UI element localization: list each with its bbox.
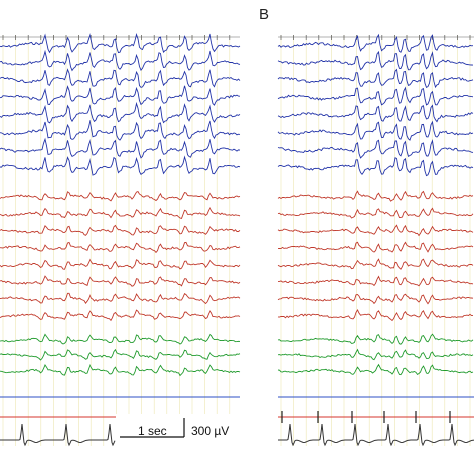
eeg-trace-blue: [0, 33, 241, 54]
eeg-trace-red: [277, 190, 474, 202]
eeg-trace-red: [277, 241, 474, 253]
eeg-trace-red: [0, 241, 241, 254]
eeg-trace-red: [0, 206, 241, 219]
panel-b: [277, 33, 474, 447]
eeg-trace-blue: [0, 137, 241, 159]
eeg-trace-blue: [277, 86, 474, 106]
scale-bar-time-label: 1 sec: [138, 424, 167, 438]
eeg-trace-blue: [277, 104, 474, 123]
eeg-trace-red: [0, 292, 241, 305]
eeg-trace-blue: [277, 120, 474, 141]
eeg-trace-blue: [0, 155, 241, 176]
scale-bar: [116, 414, 240, 446]
panel-b-label: B: [259, 6, 270, 23]
eeg-trace-red: [277, 293, 474, 305]
eeg-trace-green: [0, 348, 241, 361]
eeg-trace-green: [0, 333, 241, 345]
eeg-trace-green: [0, 363, 241, 377]
ecg-trace: [0, 424, 116, 447]
eeg-trace-blue: [0, 85, 241, 106]
panel-a: [0, 33, 241, 447]
eeg-trace-blue: [277, 33, 474, 53]
eeg-trace-red: [277, 309, 473, 322]
scale-bar-amplitude-label: 300 µV: [191, 424, 230, 438]
eeg-trace-blue: [277, 139, 474, 159]
eeg-trace-red: [277, 258, 474, 270]
eeg-trace-blue: [277, 157, 474, 177]
eeg-trace-green: [277, 348, 474, 361]
eeg-trace-blue: [0, 120, 241, 141]
eeg-trace-red: [0, 309, 241, 322]
eeg-trace-blue: [0, 68, 241, 88]
eeg-trace-blue: [277, 68, 474, 89]
eeg-trace-blue: [277, 50, 474, 71]
eeg-trace-red: [277, 224, 474, 237]
eeg-trace-red: [278, 275, 474, 287]
scale-bar-background: [116, 414, 240, 446]
eeg-trace-blue: [0, 101, 241, 124]
eeg-trace-green: [277, 363, 474, 376]
eeg-trace-red: [0, 224, 241, 236]
eeg-trace-green: [277, 333, 474, 345]
eeg-trace-red: [277, 207, 474, 219]
eeg-trace-red: [0, 275, 241, 287]
eeg-trace-red: [0, 258, 241, 270]
eeg-trace-blue: [0, 49, 241, 72]
ecg-trace: [278, 424, 474, 447]
eeg-trace-red: [0, 191, 241, 202]
